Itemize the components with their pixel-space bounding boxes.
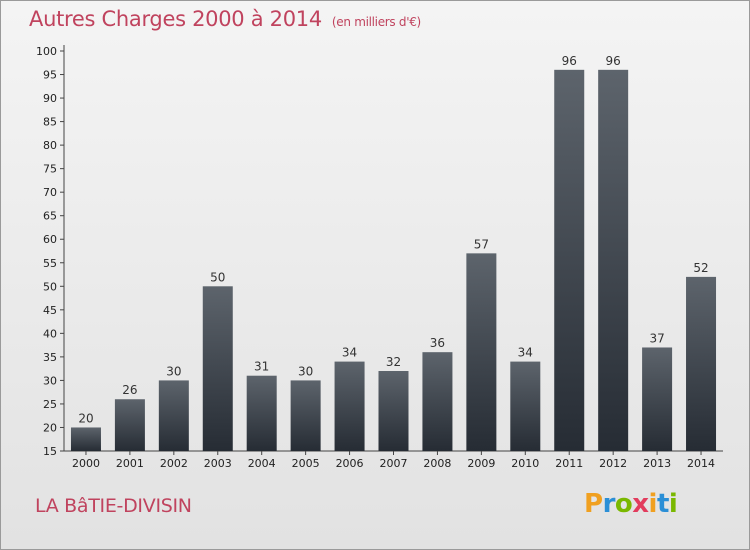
x-axis: 2000 2001 2002 2003 2004 2005 2006 2007 2008 2009… [64,450,723,470]
x-tick-label: 2000 [72,457,100,470]
value-label-2012: 96 [606,54,621,68]
y-tick-label: 100 [36,45,57,58]
bar-2000 [70,427,101,451]
bar-2010 [510,361,541,451]
y-tick-label: 80 [43,139,57,152]
x-tick-label: 2014 [687,457,715,470]
value-label-2005: 30 [298,364,313,378]
x-tick-label: 2003 [204,457,232,470]
y-tick-label: 85 [43,116,57,129]
y-tick-label: 35 [43,351,57,364]
bar-2011 [554,69,585,451]
bar-2006 [334,361,365,451]
value-label-2001: 26 [122,383,137,397]
value-label-2006: 34 [342,346,357,360]
bar-2009 [466,253,497,451]
y-tick-label: 75 [43,163,57,176]
y-tick-label: 95 [43,69,57,82]
x-tick-label: 2009 [467,457,495,470]
y-tick-label: 20 [43,421,57,434]
y-tick-label: 45 [43,304,57,317]
x-tick-label: 2005 [292,457,320,470]
y-tick-label: 25 [43,398,57,411]
bar-2003 [202,286,233,451]
logo-letter: o [614,489,633,519]
bar-2002 [158,380,189,451]
value-label-2009: 57 [474,237,489,251]
y-tick-label: 65 [43,210,57,223]
value-label-2010: 34 [518,346,533,360]
chart-title-text: Autres Charges 2000 à 2014 [29,7,322,31]
y-tick-label: 15 [43,445,57,458]
value-label-2007: 32 [386,355,401,369]
logo-letter: i [668,489,678,519]
x-tick-label: 2012 [599,457,627,470]
value-label-2014: 52 [693,261,708,275]
x-tick-label: 2013 [643,457,671,470]
value-label-2002: 30 [166,364,181,378]
y-tick-label: 40 [43,327,57,340]
value-label-2011: 96 [562,54,577,68]
proxiti-logo: Proxiti [584,489,678,519]
x-tick-label: 2008 [423,457,451,470]
bar-2001 [114,399,145,451]
x-tick-label: 2006 [336,457,364,470]
x-tick-label: 2010 [511,457,539,470]
value-label-2000: 20 [78,411,93,425]
logo-letter: i [648,489,658,519]
chart-title: Autres Charges 2000 à 2014 (en milliers d… [29,7,421,31]
x-tick-label: 2001 [116,457,144,470]
value-label-2004: 31 [254,360,269,374]
bar-2005 [290,380,321,451]
x-tick-label: 2004 [248,457,276,470]
logo-letter: P [584,489,603,519]
logo-letter: x [632,489,649,519]
y-tick-label: 60 [43,233,57,246]
y-tick-label: 70 [43,186,57,199]
bar-2004 [246,375,277,451]
bar-2013 [642,347,673,451]
bar-2014 [686,276,717,451]
bar-2008 [422,352,453,451]
logo-letter: t [656,489,669,519]
logo-letter: r [602,489,616,519]
y-axis: 15 20 25 30 35 40 45 50 55 60 65 70 75 80 85 90 95 100 [36,45,65,458]
y-tick-label: 30 [43,374,57,387]
value-label-2008: 36 [430,336,445,350]
y-tick-label: 55 [43,257,57,270]
chart-unit-label: (en milliers d'€) [331,15,421,29]
y-tick-label: 50 [43,280,57,293]
x-tick-label: 2002 [160,457,188,470]
value-label-2013: 37 [649,331,664,345]
bar-2012 [598,69,629,451]
city-name: LA BâTIE-DIVISIN [35,495,192,517]
x-tick-label: 2007 [380,457,408,470]
bar-series: 20 26 30 50 31 30 34 32 36 57 34 96 96 37 52 [70,54,717,451]
value-label-2003: 50 [210,270,225,284]
y-tick-label: 90 [43,92,57,105]
x-tick-label: 2011 [555,457,583,470]
bar-2007 [378,371,409,451]
